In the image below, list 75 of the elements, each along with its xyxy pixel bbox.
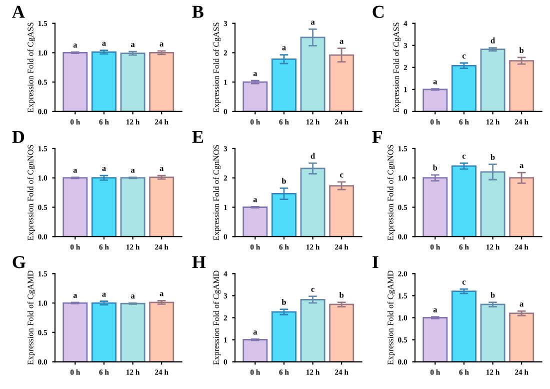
chart-title: B: [192, 6, 204, 18]
chart-title: A: [12, 6, 25, 18]
bar: [480, 48, 506, 112]
annotation: a: [102, 292, 106, 297]
y-axis-title: Expression Fold of CgAMD: [387, 270, 396, 365]
annotation: b: [490, 154, 495, 160]
chart-title: C: [372, 6, 384, 18]
annotation: c: [462, 154, 466, 159]
annotation: a: [253, 330, 258, 335]
annotation: a: [340, 40, 344, 44]
annotation: b: [282, 298, 286, 305]
annotation: a: [253, 198, 258, 202]
bar: [451, 290, 476, 362]
bar: [242, 206, 268, 237]
bar: [480, 304, 506, 362]
y-axis-title: Expression Fold of CgnNOS: [213, 145, 221, 240]
annotation: b: [490, 292, 495, 298]
annotation: a: [73, 44, 78, 48]
y-axis-title: Expression Fold of CgASS: [213, 22, 221, 112]
annotation: a: [282, 46, 286, 50]
chart-title: E: [192, 131, 204, 143]
annotation: d: [310, 152, 316, 159]
annotation: a: [160, 167, 164, 172]
annotation: a: [253, 72, 258, 76]
annotation: a: [130, 294, 135, 299]
y-axis-title: Expression Fold of CgAMD: [27, 270, 36, 365]
bar: [242, 81, 268, 112]
annotation: c: [462, 54, 466, 59]
annotation: a: [102, 167, 106, 172]
bar: [422, 88, 448, 112]
annotation: c: [462, 280, 466, 285]
bar: [509, 312, 534, 362]
bar: [329, 185, 354, 237]
bar: [300, 168, 326, 237]
annotation: b: [519, 47, 524, 54]
annotation: a: [73, 294, 78, 298]
annotation: a: [130, 43, 135, 48]
annotation: a: [520, 164, 524, 168]
bar: [451, 165, 476, 237]
chart-title: F: [372, 131, 382, 143]
chart-title: D: [12, 131, 24, 143]
bar: [242, 339, 268, 362]
bar: [422, 177, 448, 237]
bar: [271, 193, 296, 237]
bar: [271, 311, 296, 362]
bar: [329, 304, 354, 362]
annotation: a: [520, 302, 524, 307]
annotation: a: [433, 80, 438, 84]
annotation: d: [490, 37, 495, 44]
annotation: a: [102, 42, 106, 46]
chart-title: H: [192, 256, 206, 268]
y-axis-title: Expression Fold of CgnNOS: [27, 145, 36, 240]
bar: [300, 298, 326, 362]
annotation: a: [73, 168, 78, 173]
annotation: a: [310, 20, 315, 25]
bar: [509, 60, 534, 112]
chart-title: I: [372, 256, 378, 268]
chart-title: G: [12, 256, 26, 268]
annotation: a: [160, 42, 164, 46]
annotation: c: [311, 288, 314, 292]
bar: [271, 58, 296, 112]
y-axis-title: Expression Fold of CgAMD: [213, 270, 221, 365]
y-axis-title: Expression Fold of CgASS: [393, 22, 401, 112]
y-axis-title: Expression Fold of CgnNOS: [387, 145, 396, 240]
annotation: a: [433, 308, 438, 312]
bar: [451, 64, 476, 112]
annotation: a: [130, 168, 135, 173]
annotation: b: [432, 164, 438, 170]
bar: [509, 177, 534, 237]
annotation: b: [282, 178, 286, 184]
annotation: a: [160, 292, 164, 296]
annotation: c: [340, 174, 344, 178]
annotation: b: [339, 292, 344, 298]
y-axis-title: Expression Fold of CgASS: [27, 22, 36, 112]
bar: [422, 317, 448, 362]
